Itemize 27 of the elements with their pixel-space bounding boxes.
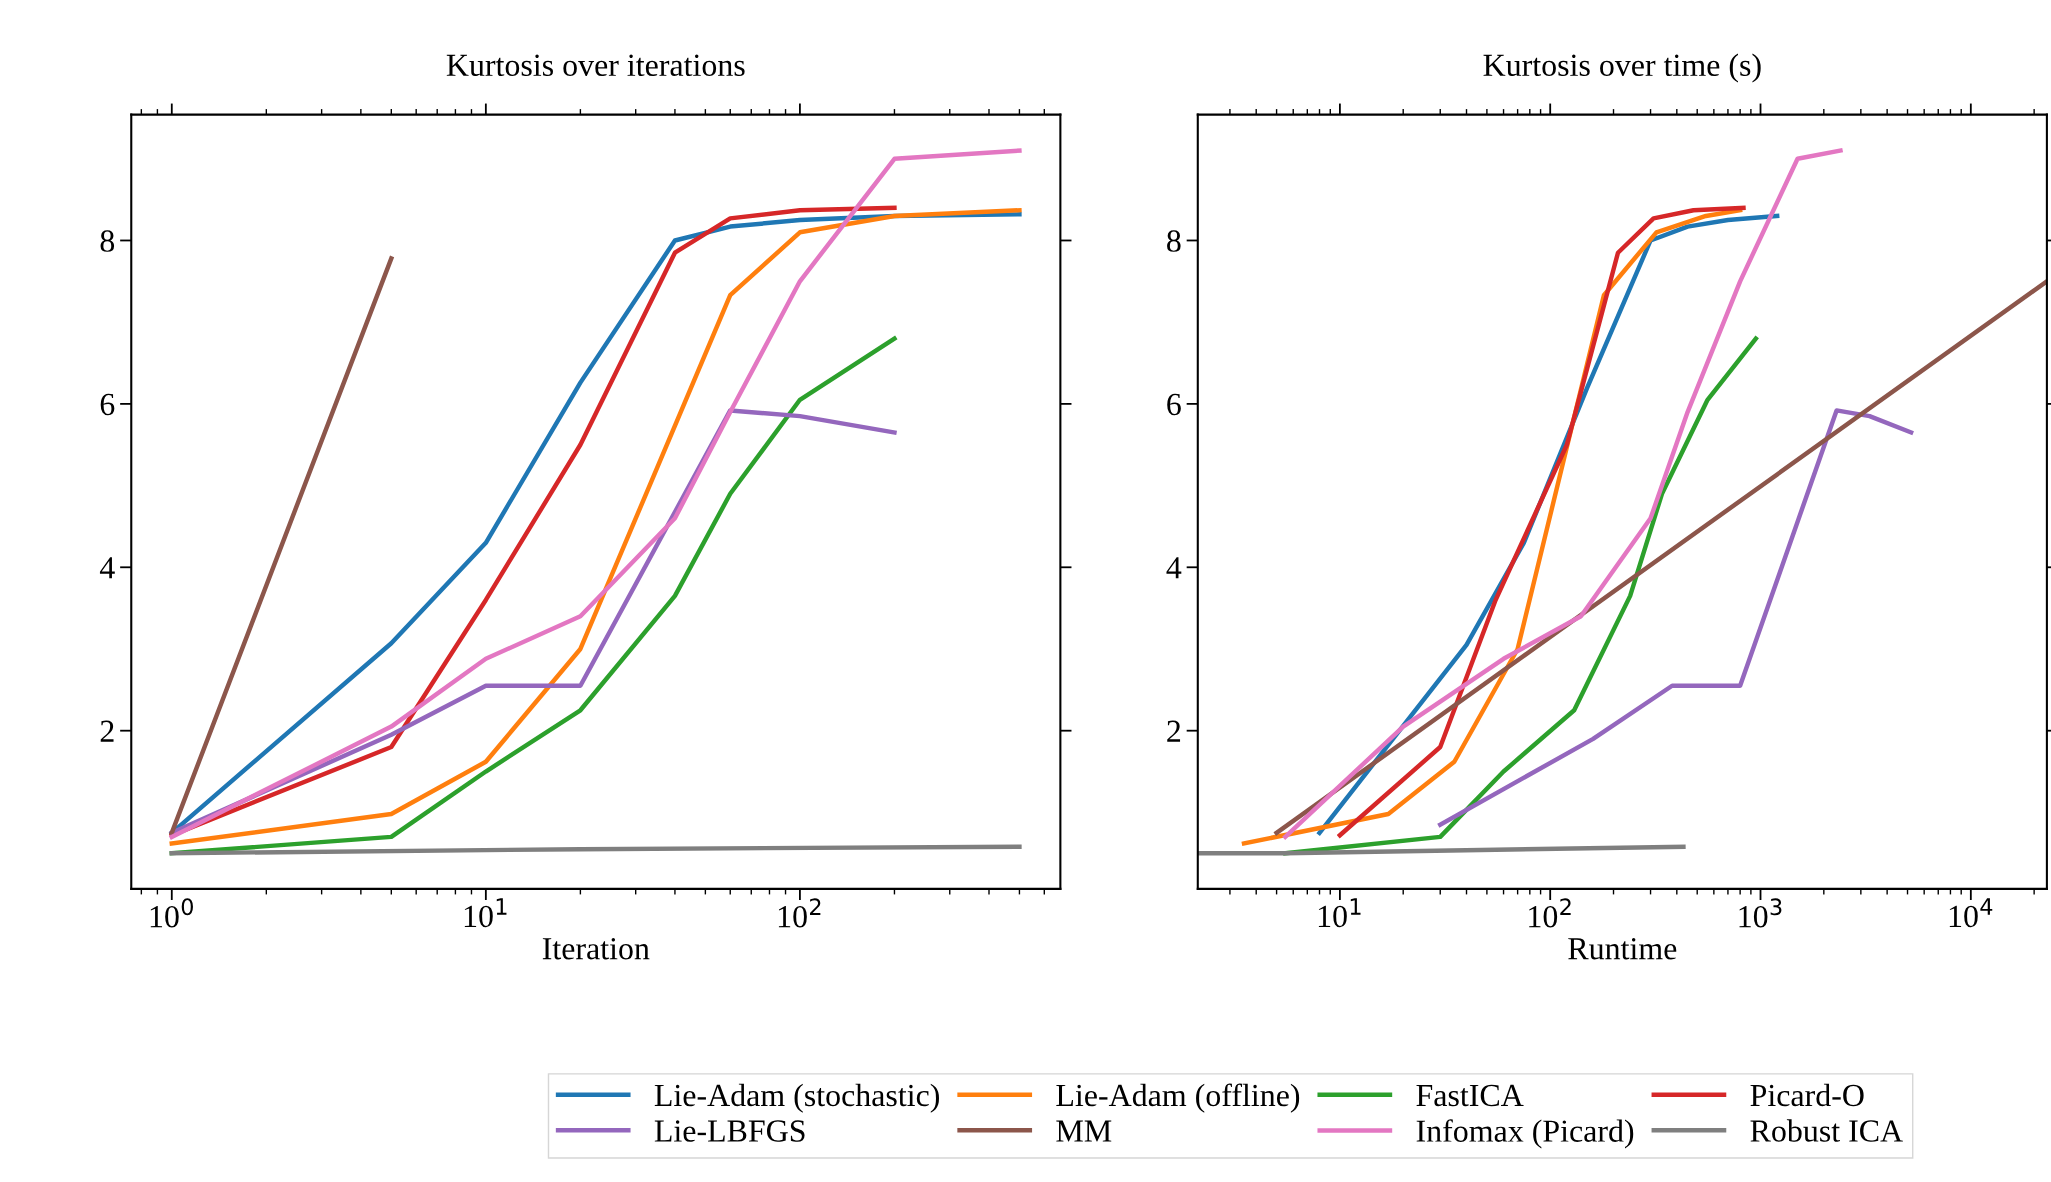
x-tick-label: 10$^{1}$: [464, 898, 507, 928]
legend-label: Lie-Adam (stochastic): [654, 1083, 939, 1113]
legend-label: Lie-LBFGS: [654, 1120, 805, 1142]
legend-label: Lie-Adam (offline): [1056, 1083, 1300, 1113]
x-tick-label: 10$^{2}$: [1529, 898, 1571, 928]
x-tick-label: 10$^{2}$: [778, 898, 821, 928]
x-tick-label: 10$^{0}$: [150, 898, 193, 928]
x-tick-label: 10$^{4}$: [1949, 898, 1993, 928]
chart-title: Kurtosis over iterations: [446, 54, 745, 77]
legend-label: Picard-O: [1750, 1083, 1864, 1107]
x-axis-title: Runtime: [1568, 938, 1677, 960]
legend-label: Infomax (Picard): [1416, 1119, 1634, 1149]
legend-label: MM: [1056, 1120, 1112, 1142]
y-tick-label: 4: [99, 557, 115, 579]
legend-label: FastICA: [1416, 1084, 1524, 1107]
x-axis-title: Iteration: [542, 938, 650, 960]
x-tick-label: 10$^{1}$: [1318, 898, 1361, 928]
y-tick-label: 4: [1166, 557, 1182, 579]
y-tick-label: 8: [1167, 230, 1181, 252]
y-tick-label: 2: [100, 720, 114, 742]
chart-title: Kurtosis over time (s): [1483, 53, 1761, 83]
y-tick-label: 2: [1167, 720, 1181, 742]
y-tick-label: 6: [1167, 393, 1181, 416]
x-tick-label: 10$^{3}$: [1739, 898, 1782, 928]
y-tick-label: 6: [100, 393, 115, 416]
legend-label: Robust ICA: [1750, 1119, 1903, 1142]
y-tick-label: 8: [100, 230, 115, 252]
